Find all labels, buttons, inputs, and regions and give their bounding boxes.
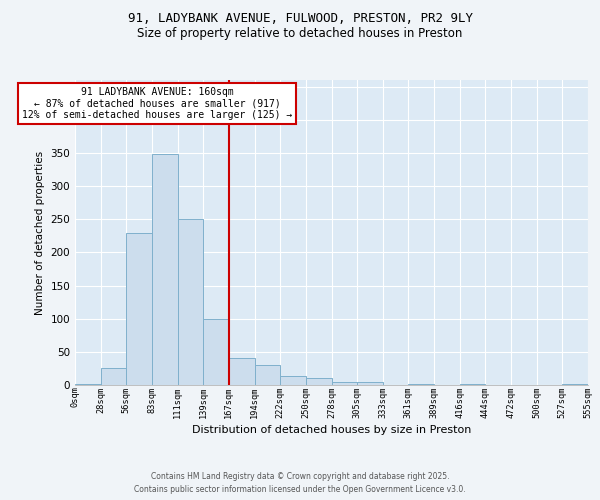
Text: 91, LADYBANK AVENUE, FULWOOD, PRESTON, PR2 9LY: 91, LADYBANK AVENUE, FULWOOD, PRESTON, P… (128, 12, 473, 26)
Bar (357, 382, 383, 385)
X-axis label: Distribution of detached houses by size in Preston: Distribution of detached houses by size … (192, 425, 471, 435)
Bar (409, 384, 434, 385)
Bar (75, 384, 101, 385)
Text: 91 LADYBANK AVENUE: 160sqm
← 87% of detached houses are smaller (917)
12% of sem: 91 LADYBANK AVENUE: 160sqm ← 87% of deta… (22, 86, 292, 120)
Bar (152, 154, 178, 385)
Bar (178, 218, 203, 385)
Bar (229, 358, 254, 385)
Bar (203, 318, 229, 385)
Bar (280, 376, 306, 385)
Bar (306, 378, 331, 385)
Text: Size of property relative to detached houses in Preston: Size of property relative to detached ho… (137, 28, 463, 40)
Text: Contains HM Land Registry data © Crown copyright and database right 2025.: Contains HM Land Registry data © Crown c… (151, 472, 449, 481)
Text: Contains public sector information licensed under the Open Government Licence v3: Contains public sector information licen… (134, 485, 466, 494)
Bar (331, 382, 357, 385)
Bar (460, 384, 485, 385)
Y-axis label: Number of detached properties: Number of detached properties (35, 150, 45, 314)
Bar (562, 384, 588, 385)
Bar (254, 365, 280, 385)
Bar (101, 368, 127, 385)
Bar (127, 232, 152, 385)
